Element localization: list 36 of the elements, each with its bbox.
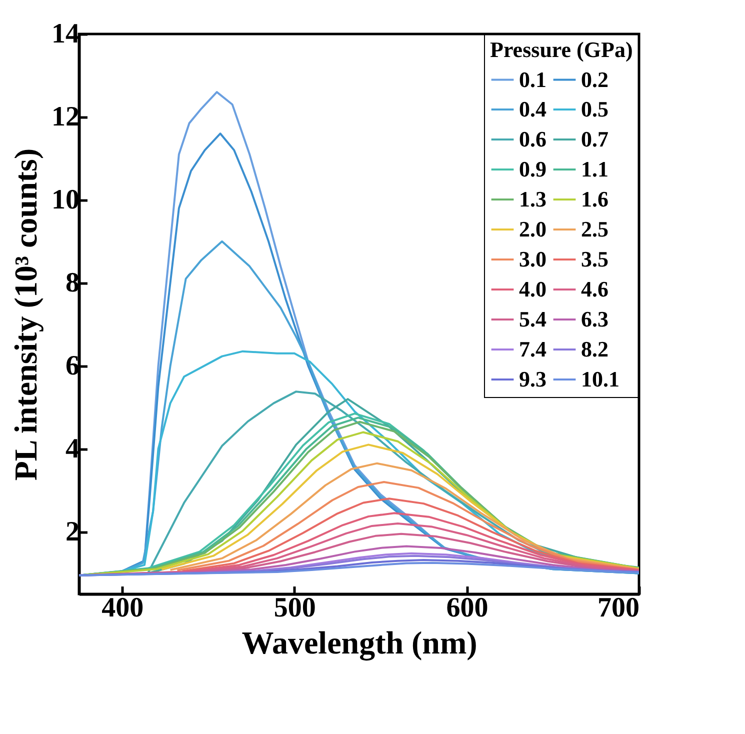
legend-label: 1.6 [581, 186, 608, 212]
legend-label: 0.2 [581, 66, 608, 92]
y-tick-label: 6 [66, 350, 80, 382]
legend-label: 10.1 [581, 366, 620, 392]
legend-label: 1.3 [519, 186, 546, 212]
x-axis-title: Wavelength (nm) [242, 624, 478, 662]
legend-label: 3.0 [519, 246, 546, 272]
x-tick-label: 500 [274, 592, 316, 624]
y-tick-label: 2 [66, 516, 80, 548]
legend-label: 7.4 [519, 336, 546, 362]
legend-label: 6.3 [581, 306, 608, 332]
y-tick-label: 12 [52, 101, 80, 132]
legend-label: 0.5 [581, 96, 608, 122]
legend-label: 3.5 [581, 246, 608, 272]
legend-label: 2.0 [519, 216, 546, 242]
legend-label: 4.6 [581, 276, 608, 302]
x-tick-label: 400 [102, 592, 144, 624]
legend-label: 5.4 [519, 306, 546, 332]
legend-label: 8.2 [581, 336, 608, 362]
y-tick-label: 4 [66, 433, 80, 464]
y-tick-label: 10 [52, 184, 80, 216]
x-tick-label: 600 [446, 592, 488, 624]
legend-label: 0.7 [581, 126, 608, 152]
legend-label: 0.6 [519, 126, 546, 152]
legend-title: Pressure (GPa) [490, 37, 633, 62]
y-tick-label: 14 [52, 18, 80, 50]
legend-label: 2.5 [581, 216, 608, 242]
legend-label: 0.1 [519, 66, 546, 92]
legend-label: 4.0 [519, 276, 546, 302]
legend-label: 1.1 [581, 156, 608, 182]
legend-label: 9.3 [519, 366, 546, 392]
x-tick-label: 700 [598, 592, 640, 624]
y-tick-label: 8 [66, 267, 80, 298]
legend-label: 0.4 [519, 96, 546, 122]
legend-label: 0.9 [519, 156, 546, 182]
y-axis-title: PL intensity (10³ counts) [8, 148, 44, 481]
